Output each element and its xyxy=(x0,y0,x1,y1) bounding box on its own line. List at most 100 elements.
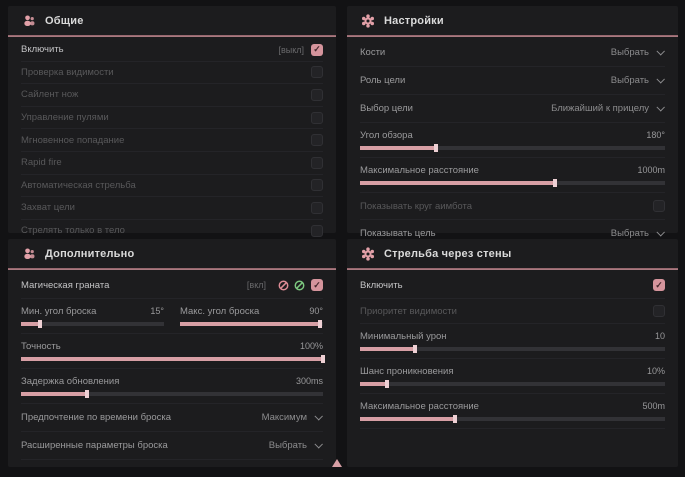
panel-additional-header: Дополнительно xyxy=(8,239,336,268)
dropdown-value: Выбрать xyxy=(610,75,649,86)
panel-general: Общие Включить [выкл] ✓ Проверка видимос… xyxy=(8,6,336,243)
target-role-dropdown[interactable]: Выбрать xyxy=(609,72,665,89)
checkbox[interactable] xyxy=(311,179,323,192)
slider-value: 10 xyxy=(654,331,665,341)
header-divider xyxy=(8,35,336,37)
row-target-select: Выбор цели Ближайший к прицелу xyxy=(360,95,665,123)
bones-dropdown[interactable]: Выбрать xyxy=(609,44,665,61)
cursor-icon xyxy=(332,459,342,467)
row-fov: Угол обзора 180° xyxy=(360,123,665,158)
row-min-damage: Минимальный урон 10 xyxy=(360,324,665,359)
slider-value: 180° xyxy=(646,130,665,140)
checkbox[interactable] xyxy=(311,111,323,124)
gear-icon xyxy=(361,246,375,261)
min-damage-slider[interactable] xyxy=(360,345,665,353)
option-label: Проверка видимости xyxy=(21,66,114,78)
option-label: Включить xyxy=(21,44,64,56)
no-sign-pink-icon[interactable] xyxy=(278,280,289,291)
gear-icon xyxy=(361,13,375,28)
row-wall-max-distance: Максимальное расстояние 500m xyxy=(360,394,665,429)
slider-value: 300ms xyxy=(295,376,323,386)
slider-value: 10% xyxy=(646,366,665,376)
checkbox[interactable] xyxy=(311,224,323,237)
update-delay-slider[interactable] xyxy=(21,390,323,398)
option-label: Максимальное расстояние xyxy=(360,164,479,176)
max-angle-group: Макс. угол броска 90° xyxy=(180,299,323,333)
option-label: Задержка обновления xyxy=(21,375,120,387)
max-angle-slider[interactable] xyxy=(180,320,323,328)
option-label: Кости xyxy=(360,47,386,58)
magic-grenade-checkbox[interactable]: ✓ xyxy=(311,279,323,291)
panel-settings: Настройки Кости Выбрать Роль цели Выбрат… xyxy=(347,6,678,248)
header-divider xyxy=(347,268,678,270)
advanced-throw-dropdown[interactable]: Выбрать xyxy=(267,437,323,454)
row-target-lock: Захват цели xyxy=(21,197,323,220)
slider-value: 90° xyxy=(309,306,323,316)
throw-time-dropdown[interactable]: Максимум xyxy=(260,409,323,426)
users-icon xyxy=(22,247,36,261)
slider-value: 100% xyxy=(299,341,323,351)
option-label: Управление пулями xyxy=(21,112,109,124)
row-update-delay: Задержка обновления 300ms xyxy=(21,369,323,404)
show-target-dropdown[interactable]: Выбрать xyxy=(609,225,665,242)
row-auto-fire: Автоматическая стрельба xyxy=(21,175,323,198)
checkbox[interactable] xyxy=(311,88,323,101)
checkbox[interactable] xyxy=(311,156,323,169)
option-label: Автоматическая стрельба xyxy=(21,179,136,191)
panel-title: Настройки xyxy=(384,14,444,27)
checkbox[interactable] xyxy=(653,305,665,317)
row-throw-time: Предпочтение по времени броска Максимум xyxy=(21,404,323,432)
row-show-circle: Показывать круг аимбота xyxy=(360,193,665,220)
option-label: Точность xyxy=(21,340,61,352)
header-divider xyxy=(8,268,336,270)
target-select-dropdown[interactable]: Ближайший к прицелу xyxy=(549,100,665,117)
option-label: Показывать цель xyxy=(360,228,436,239)
option-label: Выбор цели xyxy=(360,103,413,114)
min-angle-slider[interactable] xyxy=(21,320,164,328)
option-label: Макс. угол броска xyxy=(180,305,260,317)
option-label: Роль цели xyxy=(360,75,406,86)
wallbang-enable-checkbox[interactable]: ✓ xyxy=(653,279,665,291)
option-label: Захват цели xyxy=(21,202,75,214)
row-silent-knife: Сайлент нож xyxy=(21,84,323,107)
option-label: Магическая граната xyxy=(21,279,110,291)
option-label: Максимальное расстояние xyxy=(360,400,479,412)
checkbox[interactable] xyxy=(311,134,323,147)
row-target-role: Роль цели Выбрать xyxy=(360,67,665,95)
panel-wallbang: Стрельба через стены Включить ✓ Приорите… xyxy=(347,239,678,467)
min-angle-group: Мин. угол броска 15° xyxy=(21,299,164,333)
checkbox[interactable] xyxy=(311,201,323,214)
row-enable: Включить [выкл] ✓ xyxy=(21,39,323,62)
option-label: Rapid fire xyxy=(21,157,62,169)
enable-checkbox[interactable]: ✓ xyxy=(311,43,323,56)
chevron-down-icon xyxy=(656,102,665,112)
fov-slider[interactable] xyxy=(360,144,665,152)
penetration-slider[interactable] xyxy=(360,380,665,388)
no-sign-green-icon[interactable] xyxy=(294,280,305,291)
slider-value: 15° xyxy=(150,306,164,316)
checkbox[interactable] xyxy=(653,200,665,212)
checkbox[interactable] xyxy=(311,66,323,79)
option-label: Стрелять только в тело xyxy=(21,225,125,237)
max-distance-slider[interactable] xyxy=(360,179,665,187)
chevron-down-icon xyxy=(314,439,323,449)
option-label: Приоритет видимости xyxy=(360,305,457,317)
row-throw-angles: Мин. угол броска 15° Макс. угол броска 9… xyxy=(21,299,323,334)
row-wallbang-enable: Включить ✓ xyxy=(360,272,665,299)
option-label: Показывать круг аимбота xyxy=(360,200,473,212)
option-label: Угол обзора xyxy=(360,129,413,141)
accuracy-slider[interactable] xyxy=(21,355,325,363)
row-penetration-chance: Шанс проникновения 10% xyxy=(360,359,665,394)
row-bullet-control: Управление пулями xyxy=(21,107,323,130)
dropdown-value: Ближайший к прицелу xyxy=(551,103,649,114)
row-visibility-priority: Приоритет видимости xyxy=(360,299,665,324)
dropdown-value: Максимум xyxy=(261,412,307,423)
wall-max-distance-slider[interactable] xyxy=(360,415,665,423)
keybind-state-label: [вкл] xyxy=(246,280,266,290)
panel-settings-header: Настройки xyxy=(347,6,678,35)
slider-value: 1000m xyxy=(637,165,665,175)
chevron-down-icon xyxy=(656,46,665,56)
option-label: Минимальный урон xyxy=(360,330,447,342)
panel-title: Общие xyxy=(45,14,84,27)
